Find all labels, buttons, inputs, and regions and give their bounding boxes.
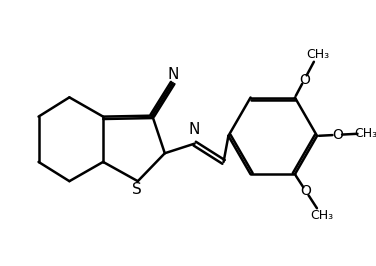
Text: N: N [168, 67, 179, 82]
Text: S: S [132, 182, 142, 197]
Text: CH₃: CH₃ [355, 127, 376, 140]
Text: CH₃: CH₃ [306, 48, 329, 61]
Text: O: O [299, 73, 310, 87]
Text: N: N [189, 122, 200, 137]
Text: CH₃: CH₃ [310, 209, 333, 222]
Text: O: O [300, 184, 311, 198]
Text: O: O [332, 128, 343, 142]
